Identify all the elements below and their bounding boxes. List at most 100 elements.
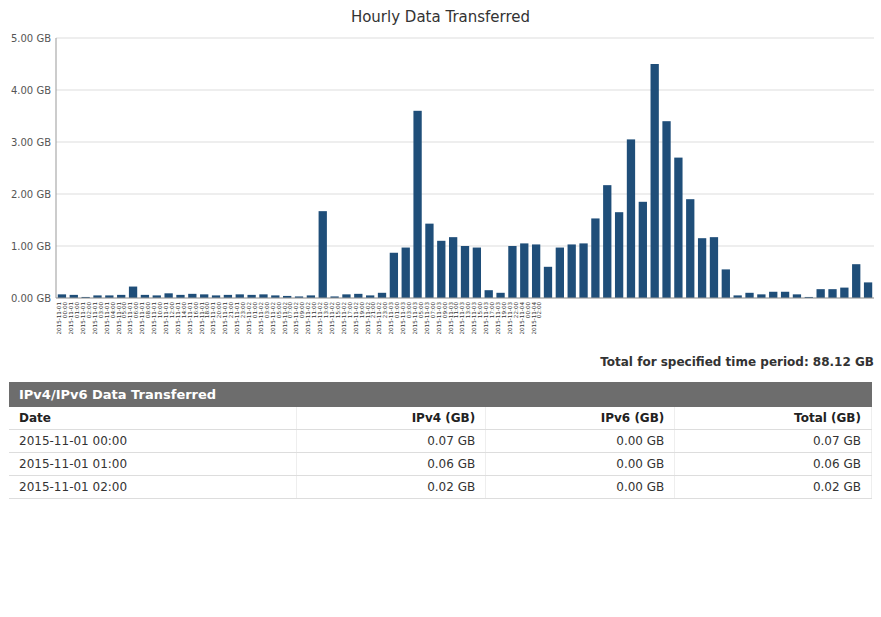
- bar: [342, 294, 350, 298]
- bar: [793, 294, 801, 298]
- page: Hourly Data Transferred0.00 GB1.00 GB2.0…: [0, 0, 881, 617]
- x-tick-label: 2015-11-0213:00: [317, 302, 329, 335]
- bar: [508, 246, 516, 298]
- x-tick-label: 2015-11-0400:00: [519, 302, 531, 335]
- x-tick-label: 2015-11-0100:00: [56, 302, 68, 335]
- grid: [56, 38, 874, 298]
- x-tick-label: 2015-11-0221:00: [365, 302, 377, 335]
- table-cell: 0.00 GB: [486, 476, 675, 499]
- table-cell: 2015-11-01 00:00: [9, 430, 297, 453]
- grid-line: [56, 142, 874, 143]
- x-tick-label: 2015-11-0217:00: [341, 302, 353, 335]
- x-tick-label: 2015-11-0315:00: [471, 302, 483, 335]
- bar: [556, 248, 564, 298]
- column-header: Date: [9, 407, 297, 430]
- annotation: Total for specified time period: 88.12 G…: [600, 355, 874, 369]
- bar: [757, 294, 765, 298]
- grid-line: [56, 90, 874, 91]
- bar: [496, 293, 504, 298]
- x-tick-label: 2015-11-0112:00: [163, 302, 175, 335]
- bar: [722, 269, 730, 298]
- x-tick-label: 2015-11-0116:00: [187, 302, 199, 335]
- bar: [745, 293, 753, 298]
- grid-line: [56, 194, 874, 195]
- x-tick-label: 2015-11-0205:00: [270, 302, 282, 335]
- bar: [710, 237, 718, 298]
- column-header: IPv4 (GB): [297, 407, 486, 430]
- x-tick-label: 2015-11-0303:00: [400, 302, 412, 335]
- table-row: 2015-11-01 02:000.02 GB0.00 GB0.02 GB: [9, 476, 872, 499]
- x-tick-label: 2015-11-0311:00: [448, 302, 460, 335]
- bar: [662, 121, 670, 298]
- bar: [319, 211, 327, 298]
- bar: [259, 294, 267, 298]
- bar: [591, 218, 599, 298]
- y-tick-label: 3.00 GB: [11, 137, 51, 148]
- x-tick-label: 2015-11-0309:00: [436, 302, 448, 335]
- bar: [651, 64, 659, 298]
- bar: [449, 237, 457, 298]
- x-axis-line: [56, 298, 874, 299]
- x-tick-label: 2015-11-0313:00: [459, 302, 471, 335]
- bar: [58, 294, 66, 298]
- bar: [603, 185, 611, 298]
- bars: [58, 64, 872, 298]
- bar: [627, 139, 635, 298]
- bar: [769, 292, 777, 298]
- table-row: 2015-11-01 01:000.06 GB0.00 GB0.06 GB: [9, 453, 872, 476]
- bar: [390, 253, 398, 298]
- bar: [544, 267, 552, 298]
- bar: [520, 243, 528, 298]
- x-tick-label: 2015-11-0319:00: [495, 302, 507, 335]
- table-title: IPv4/IPv6 Data Transferred: [9, 382, 872, 407]
- x-tick-label: 2015-11-0102:00: [80, 302, 92, 335]
- x-tick-label: 2015-11-0402:00: [531, 302, 543, 335]
- bar: [828, 289, 836, 298]
- data-table: IPv4/IPv6 Data TransferredDateIPv4 (GB)I…: [9, 382, 872, 499]
- bar: [840, 288, 848, 298]
- table-cell: 0.07 GB: [675, 430, 872, 453]
- bar: [354, 294, 362, 298]
- y-tick-label: 4.00 GB: [11, 85, 51, 96]
- table-header-row: DateIPv4 (GB)IPv6 (GB)Total (GB): [9, 407, 872, 430]
- bar: [568, 244, 576, 298]
- bar: [437, 241, 445, 298]
- bar: [686, 199, 694, 298]
- column-header: IPv6 (GB): [486, 407, 675, 430]
- bar: [579, 243, 587, 298]
- x-tick-label: 2015-11-0317:00: [483, 302, 495, 335]
- x-tick-label: 2015-11-0307:00: [424, 302, 436, 335]
- x-tick-label: 2015-11-0301:00: [388, 302, 400, 335]
- x-tick-label: 2015-11-0211:00: [305, 302, 317, 335]
- x-tick-label: 2015-11-0207:00: [282, 302, 294, 335]
- bar: [485, 290, 493, 298]
- x-tick-label: 2015-11-0203:00: [258, 302, 270, 335]
- x-tick-label: 2015-11-0223:00: [376, 302, 388, 335]
- x-tick-label: 2015-11-0322:00: [507, 302, 519, 335]
- y-tick-label: 5.00 GB: [11, 33, 51, 44]
- table-cell: 0.06 GB: [297, 453, 486, 476]
- x-tick-label-line: 02:00: [536, 302, 542, 319]
- grid-line: [56, 38, 874, 39]
- table-head: DateIPv4 (GB)IPv6 (GB)Total (GB): [9, 407, 872, 430]
- bar: [852, 264, 860, 298]
- x-tick-label: 2015-11-0305:00: [412, 302, 424, 335]
- x-tick-label: 2015-11-0108:00: [139, 302, 151, 335]
- bar: [615, 212, 623, 298]
- table: DateIPv4 (GB)IPv6 (GB)Total (GB)2015-11-…: [9, 407, 872, 499]
- x-tick-label: 2015-11-0123:00: [234, 302, 246, 335]
- x-tick-label: 2015-11-0201:00: [246, 302, 258, 335]
- table-cell: 2015-11-01 02:00: [9, 476, 297, 499]
- table-cell: 2015-11-01 01:00: [9, 453, 297, 476]
- y-tick-label: 0.00 GB: [11, 293, 51, 304]
- x-tick-label: 2015-11-0120:00: [210, 302, 222, 335]
- bar: [817, 289, 825, 298]
- x-tick-label: 2015-11-0219:00: [353, 302, 365, 335]
- bar: [425, 224, 433, 298]
- table-cell: 0.06 GB: [675, 453, 872, 476]
- bar: [164, 293, 172, 298]
- y-tick-label: 1.00 GB: [11, 241, 51, 252]
- table-cell: 0.02 GB: [297, 476, 486, 499]
- column-header: Total (GB): [675, 407, 872, 430]
- table-cell: 0.00 GB: [486, 453, 675, 476]
